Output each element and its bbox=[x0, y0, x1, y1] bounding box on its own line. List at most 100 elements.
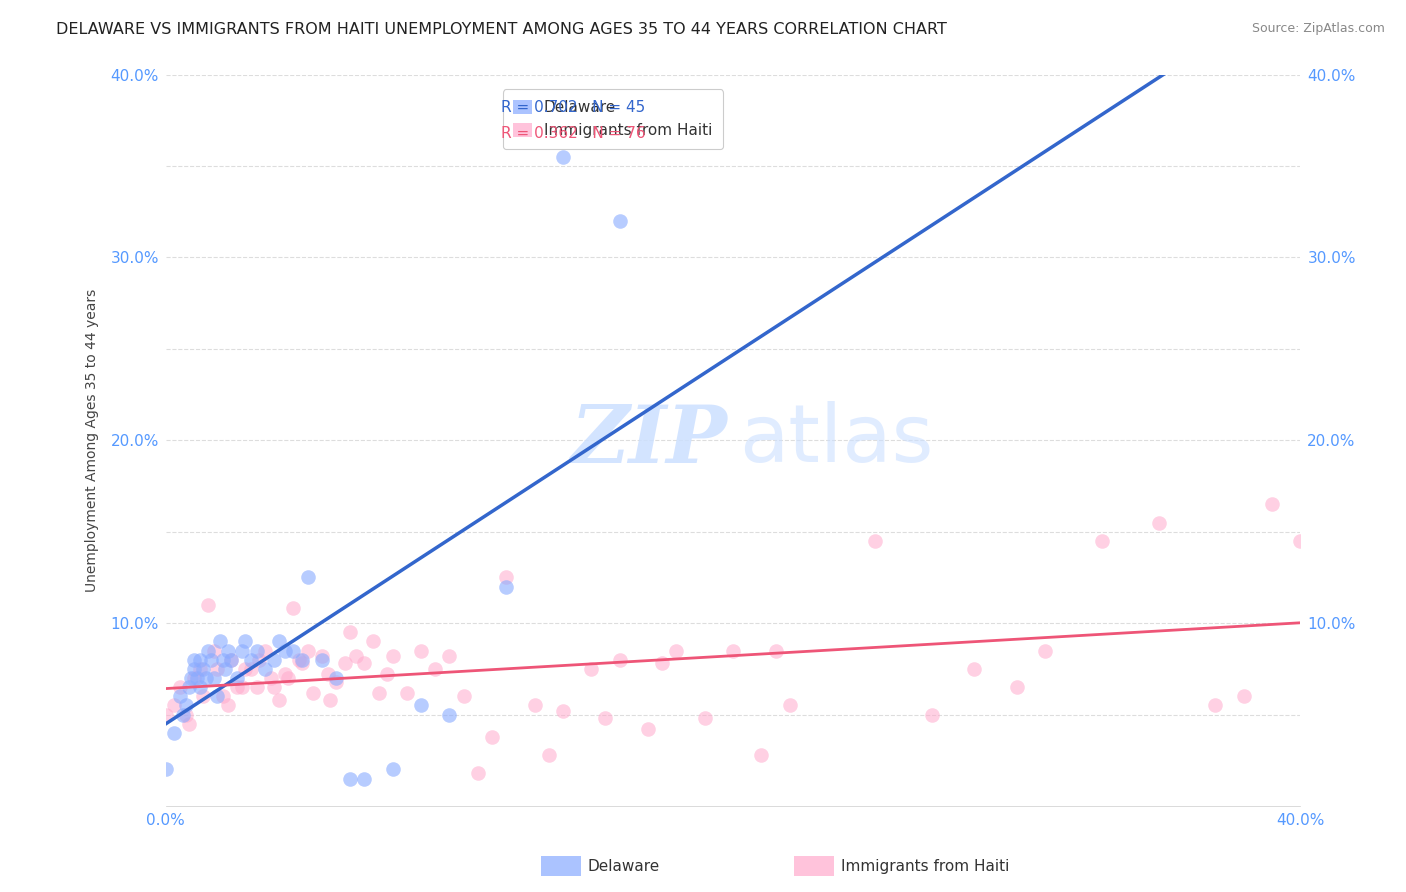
Point bbox=[205, 690, 228, 704]
Point bbox=[325, 674, 347, 689]
Point bbox=[651, 657, 673, 671]
Point bbox=[283, 601, 305, 615]
Point bbox=[1091, 533, 1114, 548]
Point bbox=[277, 671, 299, 685]
Point bbox=[1033, 643, 1056, 657]
Y-axis label: Unemployment Among Ages 35 to 44 years: Unemployment Among Ages 35 to 44 years bbox=[86, 289, 100, 592]
Point bbox=[233, 634, 256, 648]
Point bbox=[411, 698, 433, 713]
Text: Delaware: Delaware bbox=[588, 859, 659, 873]
Text: DELAWARE VS IMMIGRANTS FROM HAITI UNEMPLOYMENT AMONG AGES 35 TO 44 YEARS CORRELA: DELAWARE VS IMMIGRANTS FROM HAITI UNEMPL… bbox=[56, 22, 948, 37]
Point bbox=[217, 698, 239, 713]
Point bbox=[765, 643, 787, 657]
Point bbox=[609, 214, 631, 228]
Point bbox=[1005, 680, 1028, 694]
Point bbox=[381, 763, 404, 777]
Text: atlas: atlas bbox=[738, 401, 934, 479]
Point bbox=[339, 625, 361, 640]
Point bbox=[283, 643, 305, 657]
Point bbox=[211, 653, 233, 667]
Point bbox=[1261, 497, 1284, 511]
Point bbox=[191, 690, 214, 704]
Point bbox=[339, 772, 361, 786]
Point bbox=[551, 704, 574, 718]
Point bbox=[231, 643, 253, 657]
Point bbox=[249, 653, 271, 667]
Text: ZIP: ZIP bbox=[571, 401, 727, 479]
Point bbox=[183, 653, 205, 667]
Point bbox=[665, 643, 688, 657]
Point bbox=[177, 680, 200, 694]
Point bbox=[177, 716, 200, 731]
Point bbox=[316, 667, 339, 681]
Point bbox=[225, 671, 247, 685]
Point bbox=[246, 680, 269, 694]
Point bbox=[183, 671, 205, 685]
Point bbox=[263, 680, 285, 694]
Point bbox=[537, 747, 560, 762]
Point bbox=[439, 648, 461, 663]
Point bbox=[269, 634, 291, 648]
Point bbox=[921, 707, 943, 722]
Point bbox=[581, 662, 603, 676]
Point bbox=[202, 671, 225, 685]
Point bbox=[411, 643, 433, 657]
Point bbox=[863, 533, 886, 548]
Point bbox=[353, 772, 375, 786]
Point bbox=[191, 662, 214, 676]
Point bbox=[188, 680, 211, 694]
Text: R = 0.362   N = 76: R = 0.362 N = 76 bbox=[501, 126, 645, 141]
Point bbox=[214, 662, 236, 676]
Point bbox=[174, 698, 197, 713]
Point bbox=[288, 653, 311, 667]
Point bbox=[211, 690, 233, 704]
Point bbox=[291, 657, 314, 671]
Point bbox=[219, 653, 242, 667]
Point bbox=[361, 634, 384, 648]
Point bbox=[637, 722, 659, 736]
Point bbox=[202, 643, 225, 657]
Point bbox=[172, 707, 194, 722]
Point bbox=[200, 653, 222, 667]
Point bbox=[311, 648, 333, 663]
Point bbox=[963, 662, 986, 676]
Point bbox=[439, 707, 461, 722]
Point bbox=[155, 763, 177, 777]
Point bbox=[205, 662, 228, 676]
Point bbox=[186, 671, 208, 685]
Legend: Delaware, Immigrants from Haiti: Delaware, Immigrants from Haiti bbox=[502, 89, 723, 149]
Point bbox=[254, 643, 277, 657]
Point bbox=[495, 570, 517, 584]
Text: Source: ZipAtlas.com: Source: ZipAtlas.com bbox=[1251, 22, 1385, 36]
Point bbox=[197, 643, 219, 657]
Point bbox=[263, 653, 285, 667]
Point bbox=[453, 690, 475, 704]
Point bbox=[302, 685, 325, 699]
Point bbox=[219, 653, 242, 667]
Point bbox=[693, 711, 716, 725]
Point bbox=[333, 657, 356, 671]
Point bbox=[183, 662, 205, 676]
Point bbox=[231, 680, 253, 694]
Point bbox=[291, 653, 314, 667]
Point bbox=[311, 653, 333, 667]
Point bbox=[208, 634, 231, 648]
Point bbox=[297, 570, 319, 584]
Point bbox=[274, 667, 297, 681]
Text: R = 0.702   N = 45: R = 0.702 N = 45 bbox=[501, 100, 645, 115]
Point bbox=[523, 698, 546, 713]
Point bbox=[381, 648, 404, 663]
Point bbox=[217, 643, 239, 657]
Point bbox=[239, 653, 262, 667]
Point bbox=[269, 693, 291, 707]
Point bbox=[233, 662, 256, 676]
Point bbox=[246, 643, 269, 657]
Point bbox=[155, 707, 177, 722]
Point bbox=[163, 726, 186, 740]
Point bbox=[395, 685, 418, 699]
Point bbox=[779, 698, 801, 713]
Point bbox=[194, 671, 217, 685]
Point bbox=[1233, 690, 1256, 704]
Point bbox=[721, 643, 744, 657]
Point bbox=[169, 680, 191, 694]
